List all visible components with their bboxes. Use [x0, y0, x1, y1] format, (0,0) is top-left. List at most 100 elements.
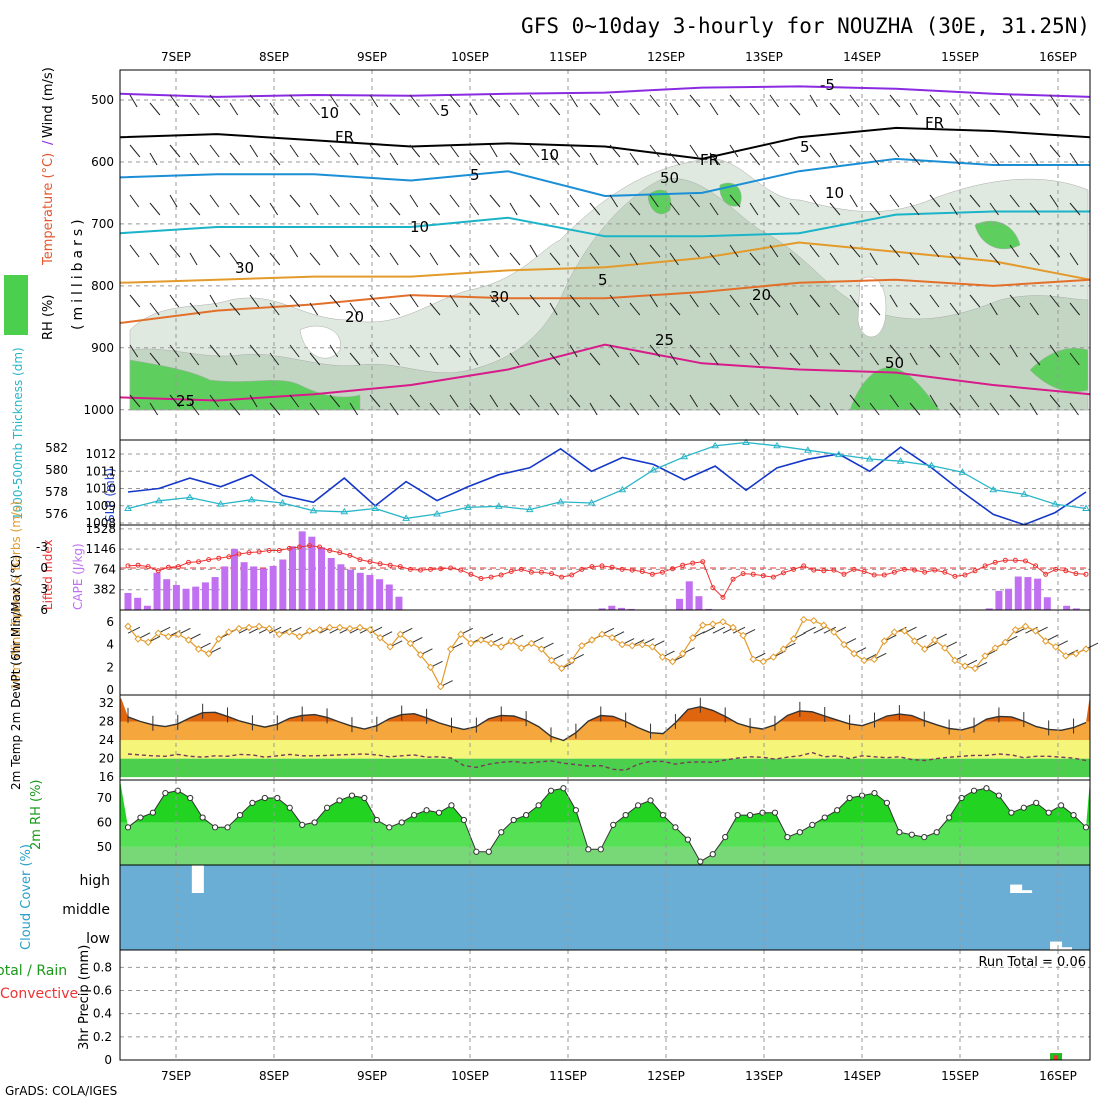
wind-barb [949, 302, 960, 316]
rh-axis-title: 2m RH (%) [29, 779, 44, 850]
wind-speed-point [1052, 643, 1060, 651]
wind-barb [1049, 144, 1061, 158]
wind-tick: 6 [106, 615, 114, 629]
wind-barb [929, 144, 938, 158]
contour-label: 10 [825, 184, 844, 202]
wind-speed-point [658, 653, 667, 661]
li-point [690, 560, 696, 566]
thickness-point [556, 497, 565, 505]
thickness-point [1082, 504, 1090, 511]
wind-barb [129, 194, 140, 208]
wind-barb [609, 194, 618, 208]
wind-barb [289, 394, 300, 408]
wind-barb [709, 152, 721, 166]
thickness-point [649, 466, 658, 473]
li-point [307, 543, 313, 549]
wind-barb [1069, 352, 1080, 366]
cape-bar [347, 569, 355, 610]
wind-barb [1029, 252, 1040, 266]
li-point [700, 559, 706, 565]
wind-barb [189, 152, 200, 166]
rh-point [547, 787, 555, 794]
wind-barb [469, 352, 479, 366]
wind-speed-point [890, 628, 899, 636]
rh-point [946, 814, 953, 821]
wind-speed-point [618, 640, 626, 649]
li-point [629, 567, 635, 573]
wind-barb [729, 244, 739, 258]
wind-barb [569, 94, 578, 108]
wind-barb [509, 352, 520, 366]
li-point [549, 571, 555, 577]
date-label-top: 8SEP [259, 50, 289, 64]
li-point [206, 557, 212, 563]
date-label-bottom: 10SEP [451, 1069, 489, 1083]
wind-speed-point [325, 623, 334, 632]
wind-barb [869, 202, 881, 216]
li-point [337, 550, 343, 556]
wind-barb [529, 94, 540, 108]
wind-barb [889, 144, 900, 158]
thickness-point [1051, 500, 1059, 507]
li-point [1012, 557, 1018, 563]
wind-barb [389, 352, 400, 366]
wind-barb [229, 152, 241, 166]
rh-point [921, 834, 928, 841]
wind-barb [849, 394, 861, 408]
wind-barb [489, 294, 500, 308]
wind-barb [789, 352, 801, 366]
wind-barb [189, 352, 200, 366]
cape-bar [608, 605, 616, 610]
wind-barb [169, 294, 180, 308]
cape-bar [172, 585, 180, 610]
contour-label: 25 [176, 392, 195, 410]
cape-bar [598, 608, 606, 610]
li-point [649, 571, 655, 577]
thickness-point [494, 502, 503, 509]
rh-point [572, 807, 579, 814]
rh-point [236, 812, 244, 819]
wind-barb [389, 402, 399, 416]
date-label-bottom: 7SEP [161, 1069, 191, 1083]
wind-speed-point [557, 664, 566, 673]
wind-speed-point [527, 639, 536, 648]
li-point [670, 566, 676, 572]
wind-barb [429, 302, 441, 316]
wind-barb [429, 252, 439, 266]
wind-barb [1029, 352, 1041, 366]
rh-point [162, 790, 169, 797]
wind-barb [309, 102, 320, 116]
rh-point [834, 807, 841, 814]
wind-speed-point [346, 624, 354, 633]
isotherm-15 [119, 241, 1091, 284]
wind-barb [249, 194, 261, 208]
wind-barb [449, 94, 461, 108]
wind-barb [929, 94, 941, 108]
wind-barb [268, 626, 282, 634]
wind-barb [709, 352, 719, 366]
precip-tick: 0.4 [93, 1007, 112, 1021]
rh-point [286, 804, 293, 811]
wind-barb [829, 202, 841, 216]
wind-barb [1009, 194, 1020, 208]
wind-barb [249, 394, 258, 408]
wind-barb [1009, 144, 1021, 158]
li-point [1043, 571, 1049, 577]
wind-barb [849, 244, 861, 258]
pressure-tick-800: 800 [91, 279, 114, 293]
wind-barb [1049, 94, 1059, 108]
pressure-tick-600: 600 [91, 155, 114, 169]
wind-barb [629, 202, 641, 216]
wind-barb [689, 144, 699, 158]
cape-bar [985, 608, 993, 610]
wind-barb [1049, 194, 1059, 208]
wind-barb [289, 194, 301, 208]
isotherm-25 [119, 343, 1091, 402]
wind-barb [149, 202, 161, 216]
thickness-point [216, 500, 225, 507]
rh-point [423, 807, 430, 814]
wind-speed-point [810, 616, 818, 625]
cape-bar [192, 586, 200, 610]
wind-speed-point [1082, 645, 1090, 653]
thickness-point [247, 495, 256, 503]
